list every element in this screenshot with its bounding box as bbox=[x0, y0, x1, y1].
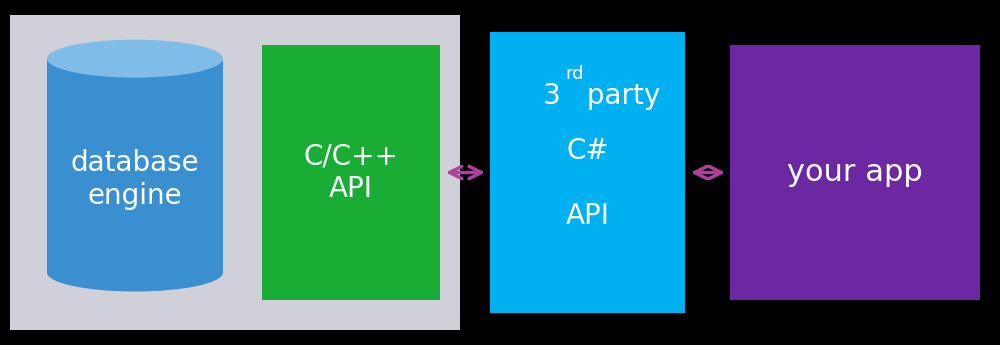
Bar bbox=[730, 45, 980, 300]
Ellipse shape bbox=[47, 40, 223, 78]
Text: your app: your app bbox=[787, 158, 923, 187]
Text: rd: rd bbox=[566, 65, 584, 83]
Text: 3: 3 bbox=[542, 81, 560, 109]
Bar bbox=[262, 45, 440, 300]
Bar bbox=[10, 15, 460, 330]
Text: party: party bbox=[578, 81, 660, 109]
Bar bbox=[490, 32, 685, 313]
Ellipse shape bbox=[47, 254, 223, 292]
Text: C#: C# bbox=[566, 137, 609, 165]
Bar bbox=[47, 59, 223, 273]
Text: C/C++
API: C/C++ API bbox=[304, 142, 398, 203]
Text: API: API bbox=[566, 202, 610, 230]
Text: database
engine: database engine bbox=[71, 149, 199, 210]
